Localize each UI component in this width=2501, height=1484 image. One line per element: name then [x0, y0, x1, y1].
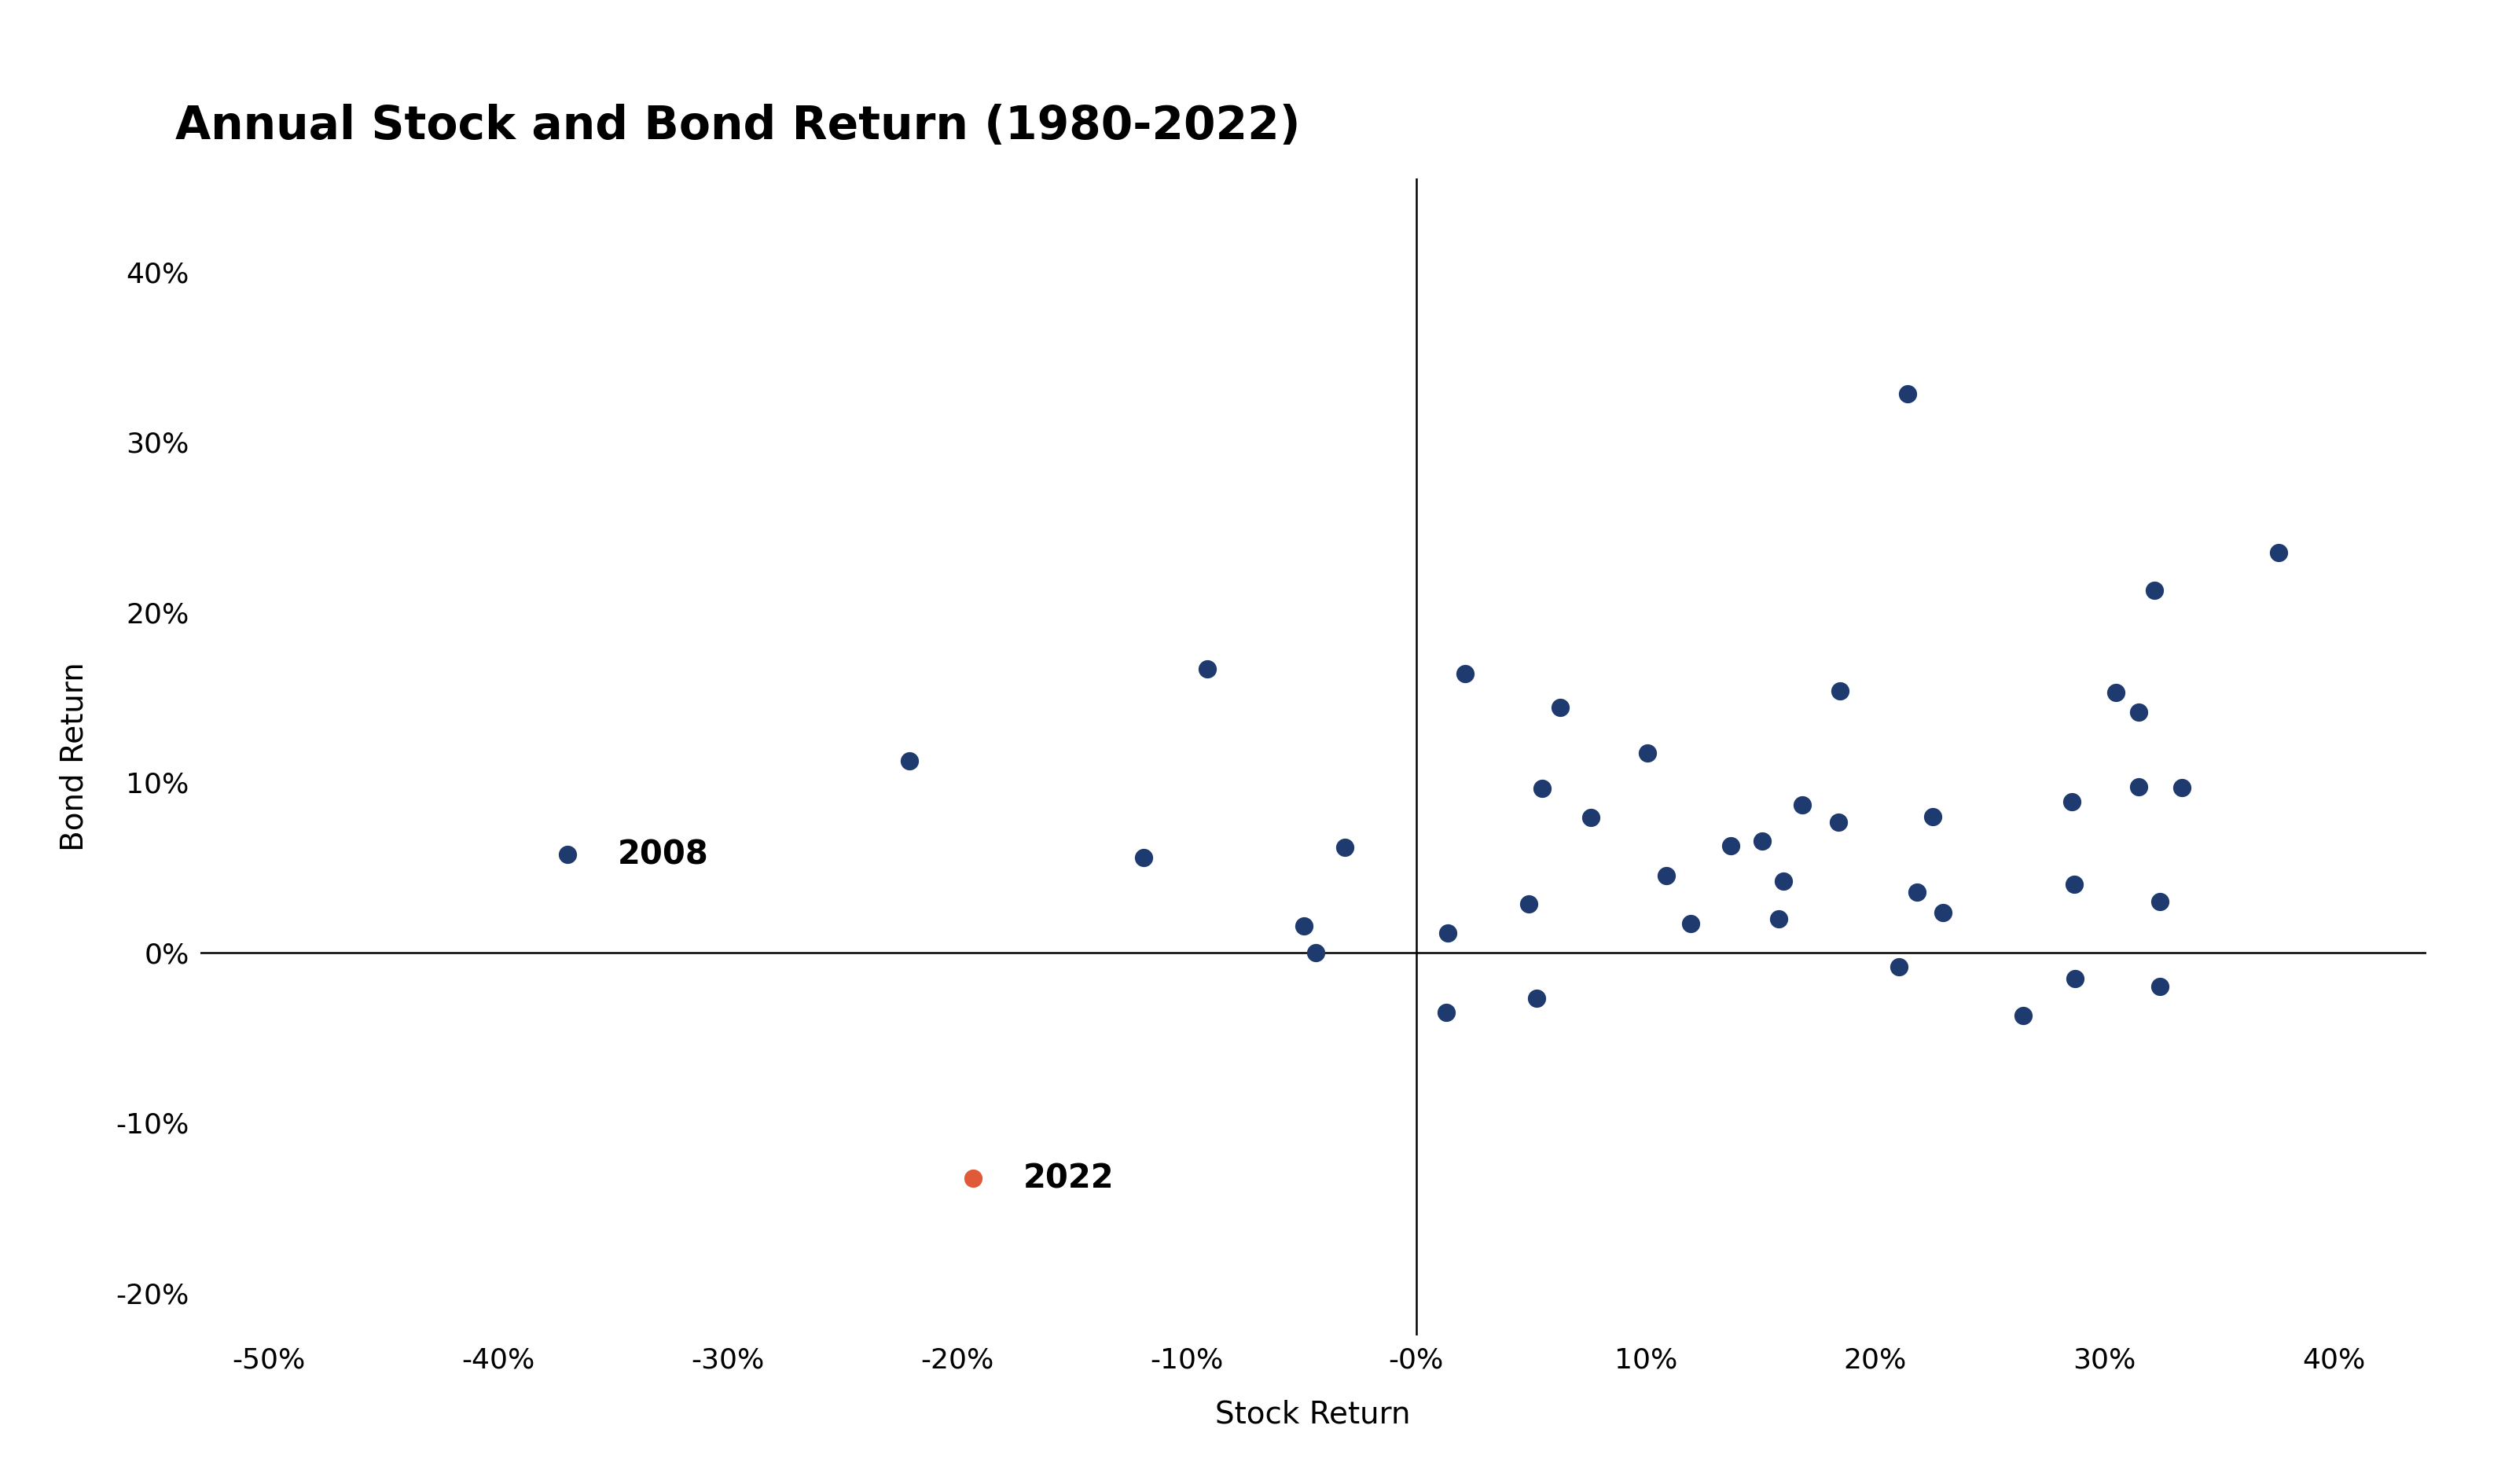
Point [1123, 846, 1163, 870]
Point [953, 1166, 993, 1190]
Point [1758, 907, 1798, 930]
Point [1283, 914, 1323, 938]
Point [2118, 775, 2158, 798]
Point [1741, 830, 1781, 853]
Point [1878, 954, 1918, 978]
X-axis label: Stock Return: Stock Return [1215, 1399, 1411, 1429]
Text: 2022: 2022 [1023, 1162, 1115, 1195]
Point [1541, 696, 1581, 720]
Point [1898, 880, 1938, 904]
Text: Annual Stock and Bond Return (1980-2022): Annual Stock and Bond Return (1980-2022) [175, 104, 1301, 148]
Point [1326, 835, 1366, 859]
Point [2053, 873, 2093, 896]
Point [2118, 700, 2158, 724]
Point [1188, 657, 1228, 681]
Point [2003, 1003, 2043, 1027]
Point [890, 749, 930, 773]
Point [1711, 834, 1751, 858]
Point [1888, 381, 1928, 405]
Point [2161, 776, 2201, 800]
Point [1428, 922, 1468, 945]
Point [1923, 901, 1963, 925]
Text: 2008: 2008 [618, 838, 708, 871]
Point [1516, 987, 1556, 1011]
Point [1628, 741, 1668, 764]
Point [1783, 792, 1823, 816]
Point [1763, 870, 1803, 893]
Point [2138, 975, 2178, 999]
Point [1296, 941, 1336, 965]
Point [1646, 864, 1686, 887]
Point [2258, 542, 2298, 565]
Point [1523, 776, 1563, 800]
Point [1671, 913, 1711, 936]
Point [1913, 804, 1953, 828]
Point [1818, 810, 1858, 834]
Point [2141, 890, 2181, 914]
Point [1821, 678, 1861, 702]
Point [1446, 662, 1486, 686]
Point [2133, 579, 2173, 603]
Point [1508, 892, 1548, 916]
Point [1571, 806, 1611, 830]
Point [548, 843, 588, 867]
Point [2056, 968, 2096, 991]
Point [1426, 1000, 1466, 1024]
Point [2053, 789, 2093, 813]
Point [2096, 681, 2136, 705]
Y-axis label: Bond Return: Bond Return [60, 662, 90, 852]
